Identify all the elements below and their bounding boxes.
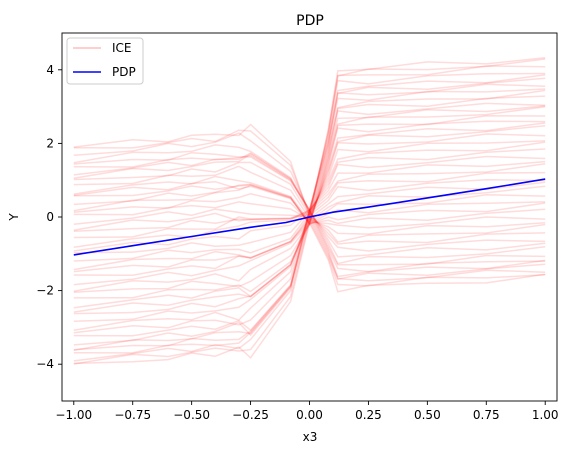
x-tick-label: 1.00	[532, 408, 559, 422]
ice-line	[73, 122, 546, 224]
ice-line	[73, 58, 546, 217]
ice-line	[73, 193, 546, 286]
x-tick-label: −0.75	[114, 408, 151, 422]
ice-line	[73, 105, 546, 225]
ice-line	[73, 163, 546, 254]
x-axis-ticks: −1.00 −0.75 −0.50 −0.25 0.00 0.25 0.50 0.75 1.00	[55, 401, 559, 422]
ice-line	[73, 218, 546, 365]
ice-line	[73, 102, 546, 223]
ice-line	[73, 208, 546, 299]
pdp-line	[73, 178, 546, 256]
ice-line	[73, 201, 546, 292]
ice-line	[73, 160, 546, 252]
y-axis-ticks: −4 −2 0 2 4	[36, 63, 62, 371]
legend: ICE PDP	[66, 37, 144, 85]
x-tick-label: 0.00	[296, 408, 323, 422]
ice-lines	[73, 56, 546, 365]
ice-line	[73, 207, 546, 346]
ice-line	[73, 73, 546, 212]
ice-line	[73, 89, 546, 218]
ice-line	[73, 181, 546, 273]
ice-line	[73, 141, 546, 233]
x-tick-label: −0.25	[232, 408, 269, 422]
ice-line	[73, 185, 546, 277]
ice-line	[73, 220, 546, 365]
ice-line	[73, 124, 546, 221]
ice-line	[73, 216, 546, 309]
chart-title: PDP	[296, 13, 324, 29]
y-tick-label: −4	[36, 357, 54, 371]
ice-line	[73, 213, 546, 354]
ice-line	[73, 178, 546, 271]
legend-pdp-label: PDP	[112, 65, 136, 79]
y-axis-title: Y	[7, 213, 21, 222]
x-tick-label: 0.50	[414, 408, 441, 422]
ice-line	[73, 148, 546, 239]
ice-line	[73, 105, 546, 226]
ice-line	[73, 95, 546, 221]
ice-line	[73, 208, 546, 334]
ice-line	[73, 215, 546, 315]
x-tick-label: 0.75	[473, 408, 500, 422]
ice-line	[73, 120, 546, 226]
ice-line	[73, 171, 546, 262]
ice-line	[73, 56, 546, 220]
ice-line	[73, 207, 546, 337]
y-tick-label: −2	[36, 284, 54, 298]
ice-line	[73, 88, 546, 216]
ice-line	[73, 133, 546, 225]
ice-line	[73, 216, 546, 362]
ice-line	[73, 65, 546, 215]
x-tick-label: −1.00	[55, 408, 92, 422]
y-tick-label: 0	[46, 210, 54, 224]
x-axis-title: x3	[303, 430, 318, 444]
x-tick-label: −0.50	[173, 408, 210, 422]
ice-line	[73, 140, 546, 231]
x-tick-label: 0.25	[355, 408, 382, 422]
ice-line	[73, 155, 546, 249]
ice-line	[73, 72, 546, 213]
y-tick-label: 2	[46, 136, 54, 150]
ice-line	[73, 115, 546, 226]
ice-line	[73, 202, 546, 294]
ice-line	[73, 212, 546, 323]
legend-ice-label: ICE	[112, 41, 132, 55]
pdp-series-line	[73, 178, 546, 256]
ice-line	[73, 209, 546, 352]
ice-line	[73, 218, 546, 313]
ice-line	[73, 83, 546, 214]
ice-line	[73, 77, 546, 212]
ice-line	[73, 211, 546, 351]
ice-line	[73, 210, 546, 332]
y-tick-label: 4	[46, 63, 54, 77]
